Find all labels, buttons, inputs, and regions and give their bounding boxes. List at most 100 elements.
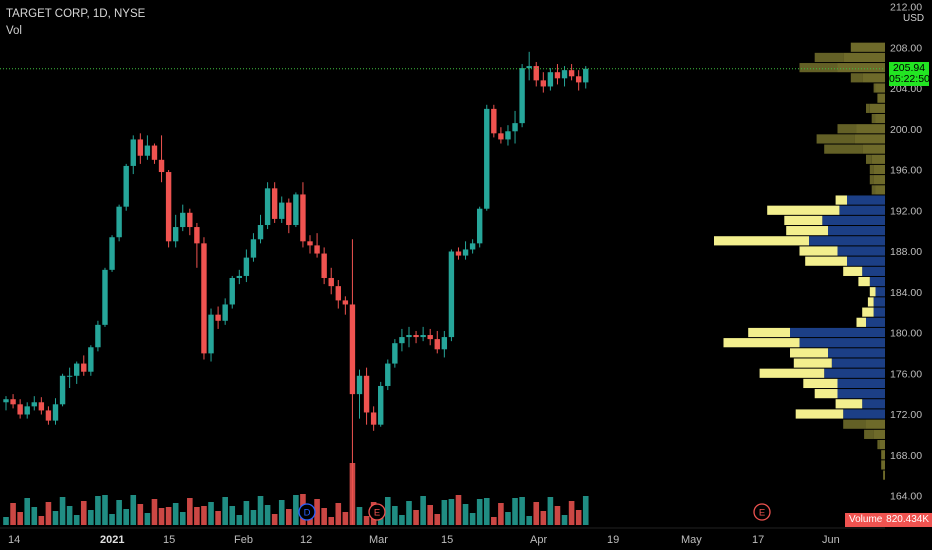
candle-body	[215, 314, 221, 321]
volume-bar	[243, 501, 250, 525]
volume-bar	[342, 512, 349, 525]
vp-up-bar	[837, 389, 885, 399]
candle-body	[52, 404, 59, 421]
volume-bar	[45, 502, 52, 525]
candle-body	[469, 243, 476, 250]
candle-body	[243, 257, 250, 276]
volume-bar	[250, 510, 257, 525]
vp-up-bar	[866, 419, 885, 429]
candle-body	[568, 70, 575, 77]
vp-up-bar	[831, 358, 885, 368]
volume-bar	[80, 501, 87, 525]
candle-body	[201, 243, 207, 354]
vp-down-bar	[869, 164, 874, 175]
volume-bar	[413, 510, 419, 525]
volume-bar	[52, 511, 59, 525]
volume-bar	[24, 498, 31, 525]
volume-bar	[512, 498, 518, 525]
vp-down-bar	[803, 378, 838, 389]
volume-bar	[257, 496, 264, 525]
volume-bar	[137, 504, 144, 525]
volume-bar	[271, 514, 278, 525]
volume-bar	[95, 496, 101, 525]
volume-bar	[187, 498, 193, 525]
candle-body	[208, 314, 214, 354]
volume-bar	[434, 514, 441, 525]
candle-body	[519, 68, 525, 124]
volume-bar	[321, 508, 327, 525]
event-label: E	[374, 508, 380, 519]
candle-body	[356, 375, 363, 395]
volume-bar	[31, 507, 38, 525]
vp-up-bar	[854, 134, 885, 144]
vp-up-bar	[862, 399, 885, 409]
candle-body	[505, 131, 511, 140]
time-tick-label: 2021	[100, 534, 124, 546]
volume-bar	[427, 505, 433, 525]
vp-down-bar	[793, 358, 832, 368]
volume-bar	[102, 495, 108, 525]
vp-up-bar	[824, 368, 885, 378]
candle-body	[406, 335, 412, 338]
candle-body	[434, 339, 440, 350]
volume-bar	[66, 506, 73, 525]
candle-body	[66, 375, 73, 377]
candle-body	[561, 70, 568, 79]
candle-body	[151, 145, 158, 160]
volume-bars	[3, 463, 589, 525]
volume-bar	[519, 497, 525, 525]
volume-bar	[335, 503, 342, 525]
time-tick-label: May	[681, 534, 702, 546]
volume-bar	[144, 513, 151, 525]
vp-down-bar	[799, 63, 838, 73]
price-tick-label: 200.00	[890, 124, 922, 136]
candle-body	[392, 343, 398, 364]
candle-body	[455, 251, 462, 256]
vp-up-bar	[883, 470, 885, 480]
vp-up-bar	[799, 338, 885, 348]
vp-down-bar	[723, 338, 800, 348]
vp-down-bar	[837, 124, 857, 134]
volume-bar	[172, 503, 179, 525]
vp-down-bar	[856, 317, 866, 327]
last-price-value: 205.94	[892, 62, 926, 74]
event-marker	[368, 503, 386, 521]
candle-body	[144, 145, 151, 156]
indicator-label: Vol	[6, 25, 22, 37]
volume-bar	[526, 516, 532, 525]
event-label: E	[759, 508, 765, 519]
price-tick-label: 188.00	[890, 246, 922, 258]
candle-body	[378, 385, 384, 425]
volume-bar	[328, 517, 335, 525]
candle-body	[109, 237, 115, 270]
vp-up-bar	[873, 429, 885, 439]
candle-body	[257, 225, 264, 240]
volume-bar	[286, 509, 292, 525]
volume-bar	[208, 502, 214, 525]
vp-up-bar	[828, 348, 885, 358]
candle-body	[180, 212, 186, 228]
volume-bar	[491, 517, 497, 525]
candle-body	[250, 239, 257, 258]
candle-body	[547, 72, 554, 87]
vp-up-bar	[866, 317, 885, 327]
candle-body	[307, 241, 313, 246]
candle-body	[427, 335, 433, 340]
candle-body	[38, 402, 45, 411]
vp-up-bar	[869, 276, 885, 287]
vp-down-bar	[877, 439, 880, 450]
vp-down-bar	[784, 215, 823, 226]
vp-down-bar	[850, 73, 863, 83]
vp-down-bar	[867, 297, 874, 307]
price-tick-label: 184.00	[890, 287, 922, 299]
time-tick-label: 15	[441, 534, 453, 546]
vp-down-bar	[795, 409, 844, 419]
volume-bar	[314, 499, 320, 525]
volume-bar	[10, 503, 16, 525]
candle-body	[575, 76, 582, 83]
vp-down-bar	[714, 236, 809, 246]
time-tick-label: 12	[300, 534, 312, 546]
vp-up-bar	[790, 327, 885, 338]
volume-bar	[406, 501, 412, 525]
currency-label: USD	[903, 13, 925, 24]
